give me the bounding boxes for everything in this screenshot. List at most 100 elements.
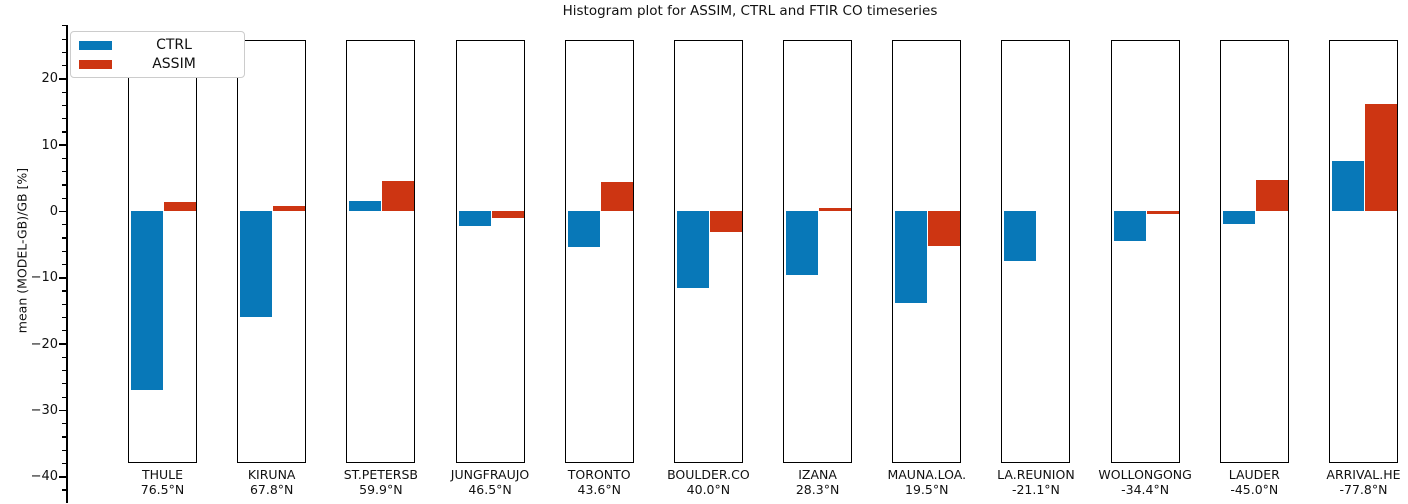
station-name: TORONTO [567,467,631,482]
assim-color-swatch [79,59,112,69]
chart-title: Histogram plot for ASSIM, CTRL and FTIR … [562,3,938,19]
ctrl-bar [1222,211,1255,225]
ctrl-bar [1113,211,1146,241]
station-label: LA.REUNION -21.1°N [981,467,1090,497]
y-minor-tick [62,356,66,358]
station-panel [1110,40,1180,463]
y-minor-tick [62,237,66,239]
assim-bar [382,181,415,211]
station-panel [128,40,197,463]
station-latitude: 46.5°N [468,482,512,497]
ctrl-bar [786,211,819,276]
station-latitude: 43.6°N [577,482,621,497]
station-latitude: 59.9°N [359,482,403,497]
y-minor-tick [62,224,66,226]
station-name: BOULDER.CO [667,467,750,482]
station-label: ST.PETERSB 59.9°N [326,467,435,497]
y-minor-tick [62,462,66,465]
station-name: LAUDER [1228,467,1280,482]
station-name: JUNGFRAUJO [450,467,530,482]
assim-bar [819,208,852,211]
y-major-tick [59,475,66,478]
legend: CTRL ASSIM [70,31,245,78]
station-panel [237,40,307,463]
assim-bar [709,211,742,232]
y-minor-tick [62,65,66,67]
ctrl-bar [240,211,273,318]
station-panel [1001,40,1071,463]
station-name: MAUNA.LOA. [887,467,967,482]
y-minor-tick [62,330,66,332]
ctrl-bar [567,211,600,247]
legend-item-ctrl: CTRL [79,37,236,53]
station-name: ARRIVAL.HE [1326,467,1401,482]
y-tick-label: 10 [41,137,58,153]
y-minor-tick [62,263,66,266]
ctrl-bar [1331,161,1364,211]
ctrl-color-swatch [79,40,112,50]
y-minor-tick [62,157,66,160]
y-axis-label: mean (MODEL-GB)/GB [%] [14,167,30,334]
station-name: LA.REUNION [997,467,1075,482]
station-panel [1219,40,1289,463]
y-minor-tick [62,91,66,93]
ctrl-bar [458,211,491,226]
y-major-tick [59,144,66,147]
station-label: KIRUNA 67.8°N [217,467,326,497]
y-major-tick [59,343,66,345]
y-tick-label: 20 [41,71,58,87]
legend-item-assim: ASSIM [79,56,236,72]
y-minor-tick [62,25,66,27]
legend-label-ctrl: CTRL [156,37,192,53]
ctrl-bar [895,211,928,304]
y-tick-label: −30 [30,402,58,418]
station-latitude: 19.5°N [905,482,949,497]
y-minor-tick [62,184,66,186]
assim-bar [1255,179,1288,211]
station-panel [346,40,416,463]
y-tick-label: −20 [30,336,58,352]
y-minor-tick [62,303,66,305]
y-minor-tick [62,51,66,53]
y-minor-tick [62,290,66,292]
assim-bar [491,211,524,218]
y-tick-label: −40 [30,469,58,485]
ctrl-bar [349,201,382,211]
station-name: THULE [141,467,184,482]
y-minor-tick [62,436,66,438]
station-latitude: 40.0°N [686,482,731,497]
y-minor-tick [62,197,66,199]
assim-bar [600,181,633,211]
station-latitude: 67.8°N [249,482,294,497]
assim-bar [928,211,961,247]
station-latitude: 28.3°N [795,482,840,497]
y-tick-label: −10 [30,270,58,286]
station-name: IZANA [798,467,837,482]
station-panel [892,40,962,463]
assim-bar [1146,211,1179,214]
ctrl-bar [131,211,163,390]
y-minor-tick [62,118,66,120]
station-latitude: -34.4°N [1121,482,1170,497]
y-minor-tick [62,489,66,491]
station-panel [673,40,743,463]
y-axis-spine [66,25,68,503]
legend-label-assim: ASSIM [152,56,196,72]
y-minor-tick [62,383,66,385]
station-latitude: -77.8°N [1339,482,1388,497]
station-label: BOULDER.CO 40.0°N [654,467,763,497]
station-label: JUNGFRAUJO 46.5°N [436,467,545,497]
station-latitude: 76.5°N [140,482,185,497]
y-major-tick [59,210,66,213]
station-label: TORONTO 43.6°N [545,467,654,497]
station-label: MAUNA.LOA. 19.5°N [872,467,981,497]
station-name: ST.PETERSB [343,467,418,482]
station-name: WOLLONGONG [1098,467,1192,482]
station-label: WOLLONGONG -34.4°N [1091,467,1200,497]
station-panel [783,40,853,463]
y-major-tick [59,78,66,80]
station-label: ARRIVAL.HE -77.8°N [1309,467,1408,497]
y-minor-tick [62,38,66,40]
station-label: THULE 76.5°N [108,467,217,497]
